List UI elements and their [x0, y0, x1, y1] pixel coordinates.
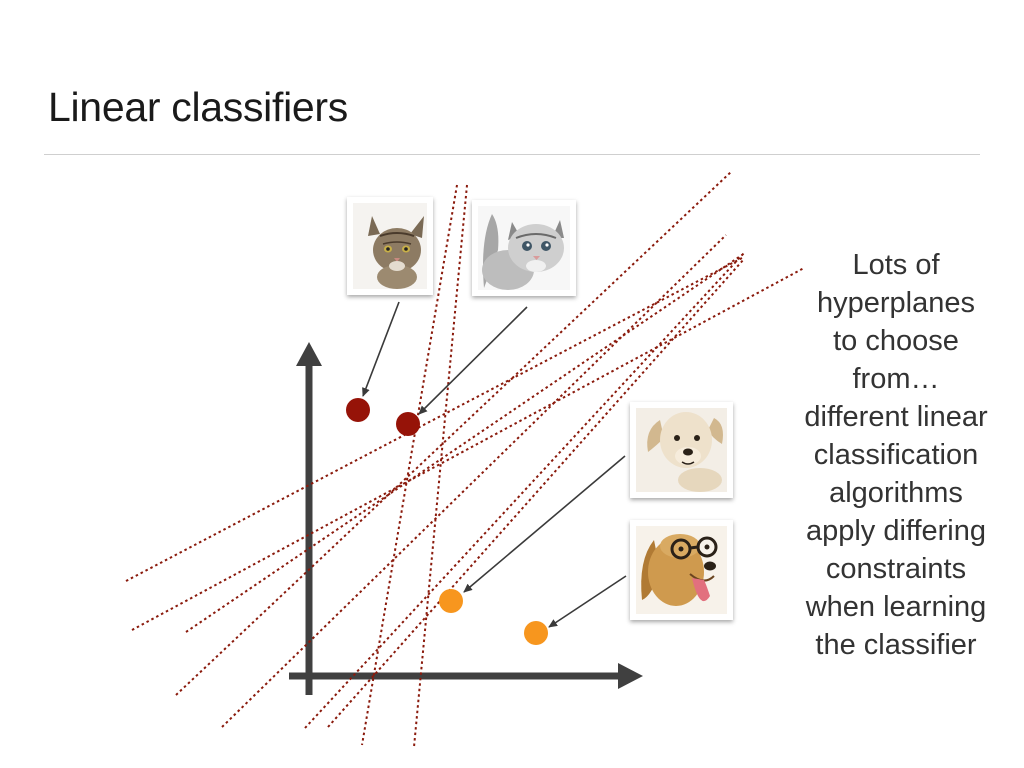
axes — [289, 342, 643, 695]
hyperplane — [413, 184, 468, 748]
arrow-tabby-to-point — [362, 301, 400, 397]
side-text-line: algorithms — [829, 477, 963, 509]
side-text: Lots of hyperplanes to choose from… diff… — [784, 246, 1008, 664]
side-text-line: to choose — [833, 325, 959, 357]
side-text-line: apply differing — [805, 515, 987, 547]
title-divider — [44, 154, 980, 155]
tabby-cat-photo — [347, 197, 433, 295]
y-axis-arrowhead — [296, 342, 322, 366]
side-text-line: constraints — [825, 553, 967, 585]
dog-icon — [641, 534, 718, 606]
side-text-line: from… — [852, 363, 940, 395]
cat-point — [346, 398, 370, 422]
hyperplane — [125, 257, 743, 582]
cat-point — [396, 412, 420, 436]
side-text-line: when learning — [805, 591, 987, 623]
data-points — [346, 398, 548, 645]
arrow-kitten-to-point — [418, 306, 528, 415]
kitten-photo — [472, 200, 576, 296]
side-text-line: different linear — [804, 401, 988, 433]
dog-point — [524, 621, 548, 645]
side-text-line: the classifier — [815, 629, 977, 661]
dog-with-glasses-photo — [630, 520, 733, 620]
puppy-photo — [630, 402, 733, 498]
arrow-dog-to-point — [548, 575, 627, 628]
kitten-icon — [482, 214, 564, 290]
slide-title: Linear classifiers — [48, 84, 348, 130]
hyperplane — [185, 254, 743, 633]
dog-point — [439, 589, 463, 613]
side-text-line: hyperplanes — [817, 287, 975, 319]
hyperplane — [175, 170, 733, 696]
hyperplane — [131, 267, 805, 631]
puppy-icon — [647, 412, 723, 492]
hyperplanes — [125, 170, 805, 748]
x-axis-arrowhead — [618, 663, 643, 689]
arrow-puppy-to-point — [463, 455, 626, 593]
side-text-line: classification — [813, 439, 979, 471]
connectors — [362, 301, 627, 628]
hyperplane — [221, 234, 727, 728]
hyperplane — [361, 184, 458, 746]
cat-icon — [368, 216, 424, 289]
side-text-line: Lots of — [852, 249, 940, 281]
